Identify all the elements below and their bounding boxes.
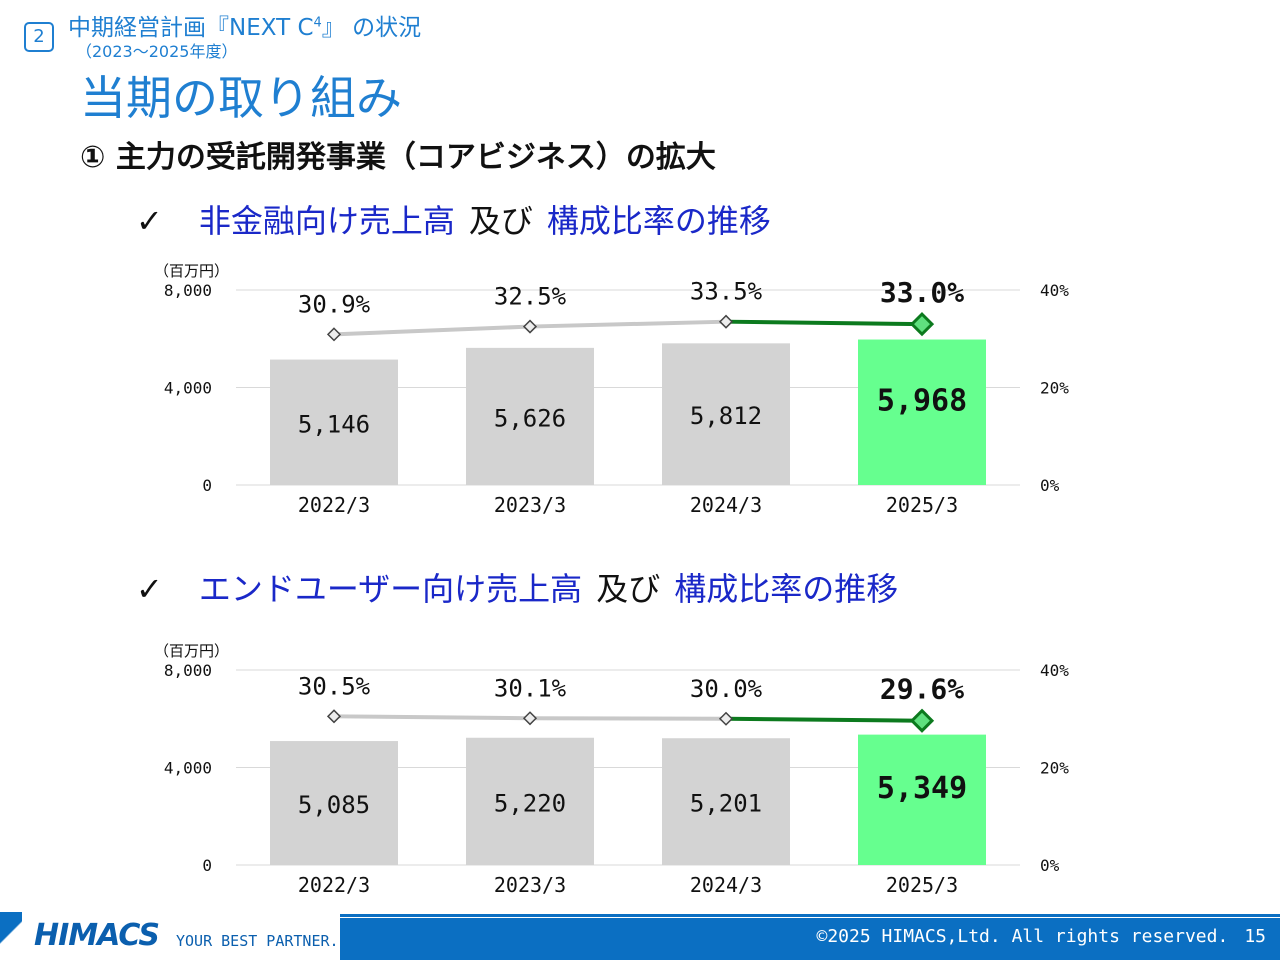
bar-value-label: 5,146 xyxy=(298,410,370,438)
series-line-segment xyxy=(333,714,531,721)
bar-value-label: 5,085 xyxy=(298,791,370,819)
percent-label: 33.0% xyxy=(880,276,964,309)
unit-label: （百万円） xyxy=(154,642,229,660)
bar xyxy=(270,359,398,485)
chart-non-financial-sales: （百万円） 8,000 4,000 0 40% 20% 0% 5,146 2022/3 5,626… xyxy=(140,258,1100,518)
section-number-badge: 2 xyxy=(24,22,54,52)
x-tick-label: 2025/3 xyxy=(886,493,958,517)
bar-value-label: 5,812 xyxy=(690,402,762,430)
footer-rule xyxy=(0,914,1280,917)
check-icon: ✓ xyxy=(136,570,163,608)
chart-2-title: ✓ エンドユーザー向け売上高 及び 構成比率の推移 xyxy=(136,570,899,608)
x-tick-label: 2024/3 xyxy=(690,873,762,897)
bar-value-label: 5,349 xyxy=(877,771,967,806)
percent-label: 30.1% xyxy=(494,674,567,702)
line-marker xyxy=(909,708,935,733)
y2-tick-label: 20% xyxy=(1040,759,1069,778)
series-line-segment xyxy=(529,319,727,329)
line-marker xyxy=(326,709,342,724)
percent-label: 30.5% xyxy=(298,672,371,700)
y2-tick-label: 40% xyxy=(1040,661,1069,680)
line-marker xyxy=(909,312,935,337)
page-title: 当期の取り組み xyxy=(80,71,402,125)
page-number: 15 xyxy=(1244,926,1266,947)
y-tick-label: 8,000 xyxy=(164,661,212,680)
section-title: 中期経営計画『NEXT C4』 の状況 xyxy=(68,15,422,41)
chart-1-title: ✓ 非金融向け売上高 及び 構成比率の推移 xyxy=(136,202,771,240)
y-tick-label: 4,000 xyxy=(164,379,212,398)
percent-label: 30.0% xyxy=(690,675,763,703)
y-tick-label: 8,000 xyxy=(164,281,212,300)
bar xyxy=(662,738,790,865)
x-tick-label: 2022/3 xyxy=(298,493,370,517)
bar xyxy=(466,737,594,865)
logo-area xyxy=(0,912,340,960)
percent-label: 29.6% xyxy=(880,673,964,706)
percent-label: 33.5% xyxy=(690,278,763,306)
bar xyxy=(270,741,398,865)
section-period: （2023～2025年度） xyxy=(76,42,238,61)
line-marker xyxy=(718,314,734,329)
percent-label: 32.5% xyxy=(494,283,567,311)
series-line-segment xyxy=(725,716,923,723)
chart-1-svg: （百万円）8,000 4,000 0 40% 20% 0% 5,146 2022/3 5,626… xyxy=(154,262,1069,517)
y2-tick-label: 40% xyxy=(1040,281,1069,300)
y-tick-label: 4,000 xyxy=(164,759,212,778)
line-marker xyxy=(522,711,538,726)
bar xyxy=(858,339,986,485)
series-line-segment xyxy=(333,324,531,337)
himacs-logo: HIMACS xyxy=(34,918,160,953)
x-tick-label: 2023/3 xyxy=(494,873,566,897)
y2-tick-label: 20% xyxy=(1040,379,1069,398)
y-tick-label: 0 xyxy=(202,856,212,875)
tagline: YOUR BEST PARTNER. xyxy=(176,932,339,950)
bar-value-label: 5,220 xyxy=(494,789,566,817)
chart-2-svg: （百万円）8,000 4,000 0 40% 20% 0% 5,085 2022/3 5,220… xyxy=(154,642,1069,897)
y2-tick-label: 0% xyxy=(1040,856,1060,875)
subheading: ① 主力の受託開発事業（コアビジネス）の拡大 xyxy=(80,140,716,175)
x-tick-label: 2023/3 xyxy=(494,493,566,517)
logo-slash-icon xyxy=(0,912,22,960)
series-line-segment xyxy=(725,319,923,327)
bar-value-label: 5,968 xyxy=(877,383,967,418)
copyright: ©2025 HIMACS,Ltd. All rights reserved. 15 xyxy=(816,926,1267,947)
x-tick-label: 2024/3 xyxy=(690,493,762,517)
line-marker xyxy=(718,711,734,726)
unit-label: （百万円） xyxy=(154,262,229,280)
x-tick-label: 2025/3 xyxy=(886,873,958,897)
line-marker xyxy=(522,319,538,334)
chart-end-user-sales: （百万円） 8,000 4,000 0 40% 20% 0% 5,085 2022/3 5,220… xyxy=(140,638,1100,898)
bar xyxy=(466,347,594,485)
bar xyxy=(662,343,790,485)
bar xyxy=(858,734,986,865)
x-tick-label: 2022/3 xyxy=(298,873,370,897)
y-tick-label: 0 xyxy=(202,476,212,495)
bar-value-label: 5,201 xyxy=(690,790,762,818)
y2-tick-label: 0% xyxy=(1040,476,1060,495)
percent-label: 30.9% xyxy=(298,290,371,318)
check-icon: ✓ xyxy=(136,202,163,240)
bar-value-label: 5,626 xyxy=(494,404,566,432)
line-marker xyxy=(326,327,342,342)
